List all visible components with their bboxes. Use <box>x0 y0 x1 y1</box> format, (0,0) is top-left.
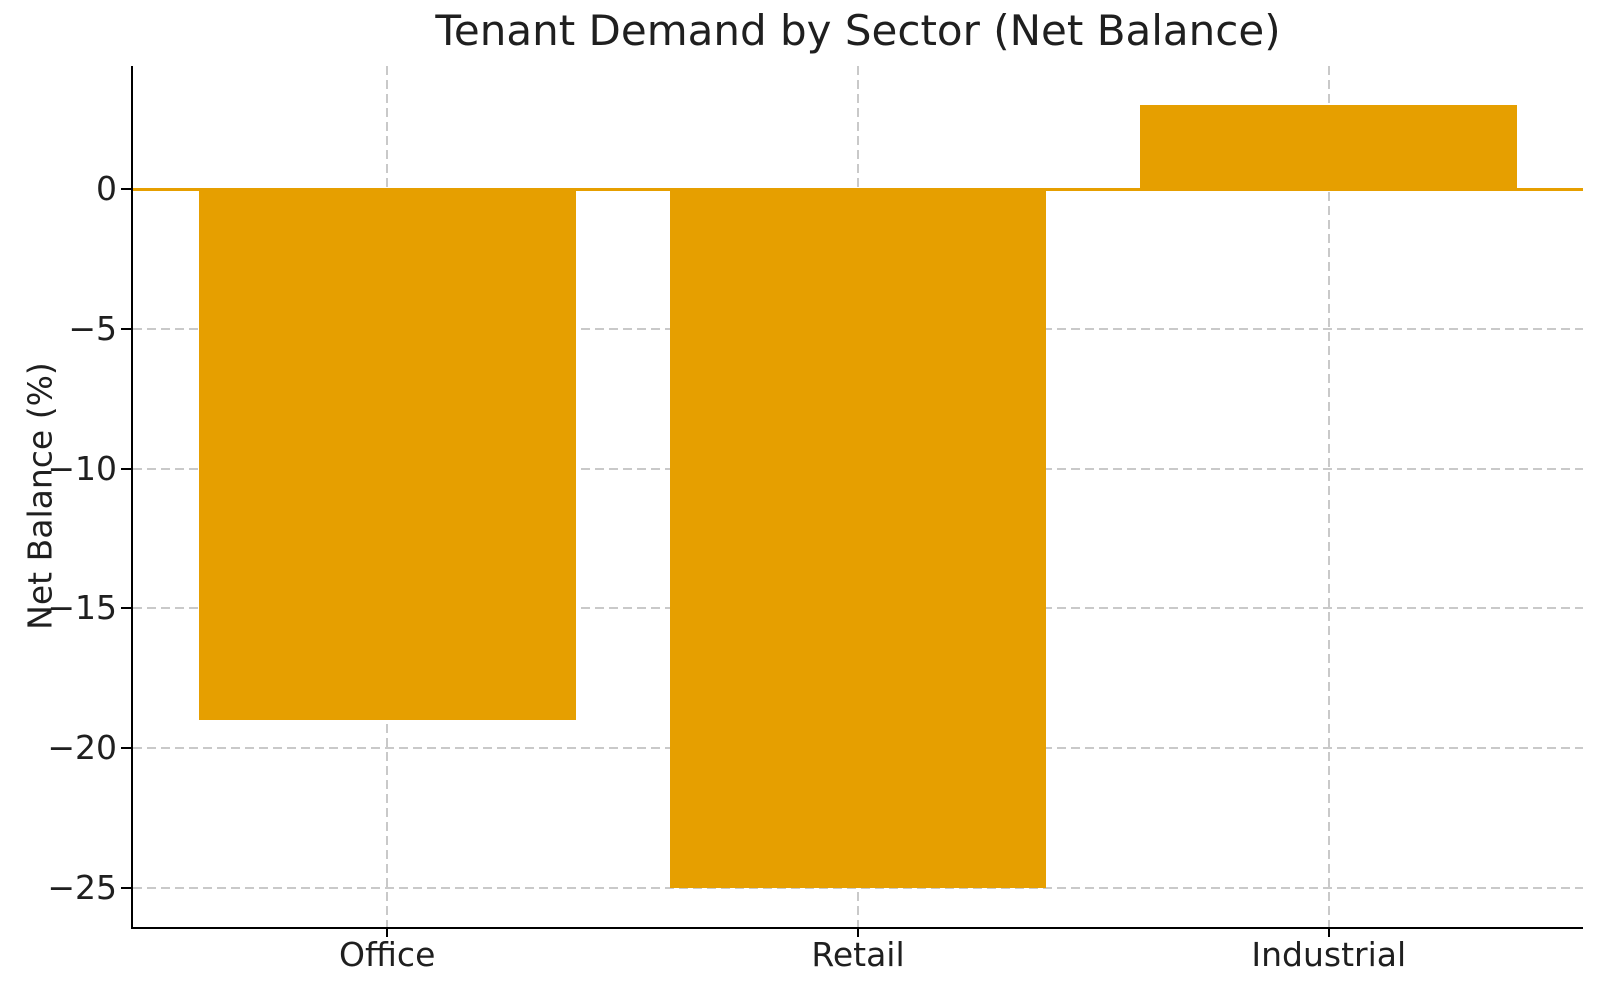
x-tick-label-industrial: Industrial <box>1251 935 1407 974</box>
x-axis-tick <box>386 927 389 937</box>
bar-retail <box>669 189 1047 888</box>
y-tick-label: −5 <box>68 308 117 348</box>
y-axis-tick <box>121 747 131 750</box>
y-axis-tick <box>121 886 131 889</box>
x-tick-label-office: Office <box>339 935 436 974</box>
x-tick-label-retail: Retail <box>811 935 905 974</box>
y-tick-label: −10 <box>47 448 117 488</box>
chart-title: Tenant Demand by Sector (Net Balance) <box>435 6 1281 55</box>
plot-area <box>131 66 1583 929</box>
y-tick-label: −20 <box>47 728 117 768</box>
y-axis-tick <box>121 607 131 610</box>
bar-industrial <box>1140 105 1518 189</box>
grid-line-vertical <box>1327 66 1330 927</box>
y-axis-tick <box>121 188 131 190</box>
y-tick-label: 0 <box>96 169 117 208</box>
y-tick-label: −15 <box>47 588 117 628</box>
x-axis-tick <box>1327 927 1330 937</box>
y-axis-tick <box>121 327 131 330</box>
x-axis-tick <box>857 927 859 937</box>
zero-line <box>133 187 1583 191</box>
y-axis-tick <box>121 467 131 470</box>
y-tick-label: −25 <box>47 867 117 907</box>
bar-office <box>198 189 576 721</box>
